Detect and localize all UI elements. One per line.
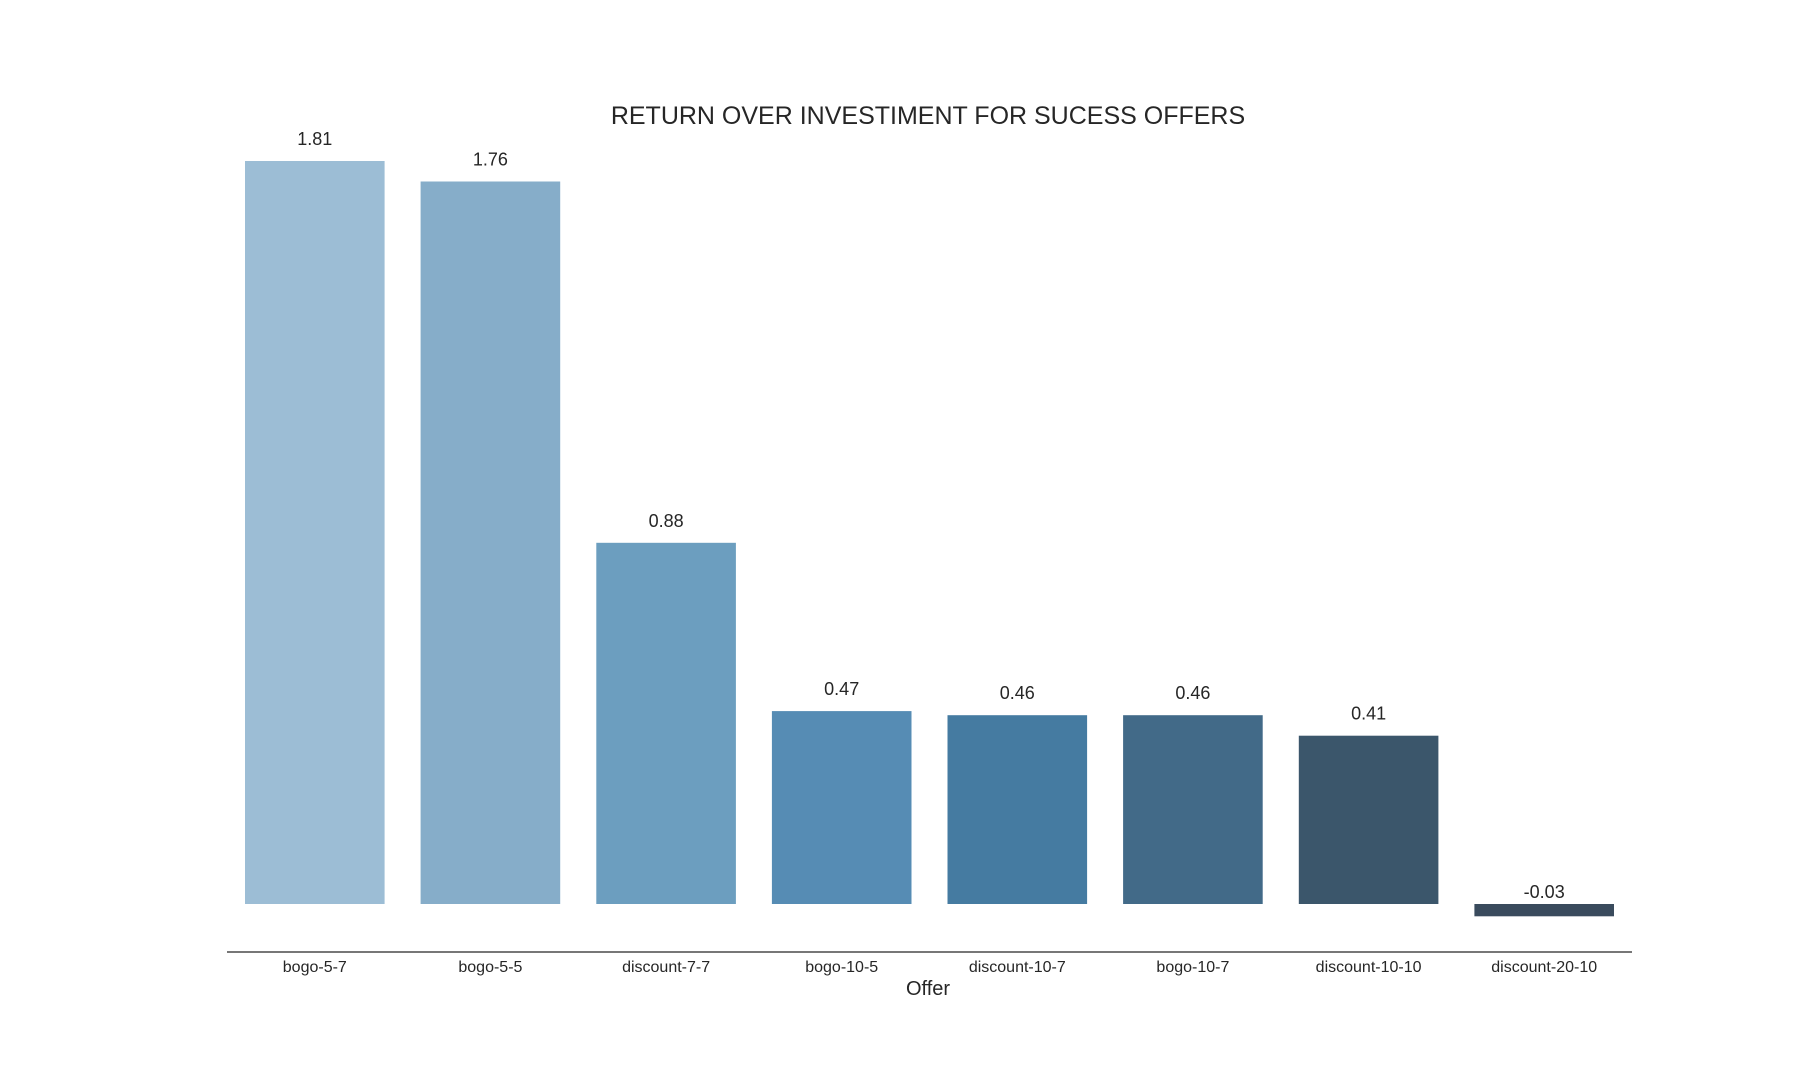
data-labels: 1.81 1.76 0.88 0.47 0.46 0.46 0.41 -0.03: [297, 129, 1564, 902]
x-tick-label: bogo-10-7: [1156, 959, 1229, 976]
data-label: 0.46: [1000, 683, 1035, 703]
chart-title: RETURN OVER INVESTIMENT FOR SUCESS OFFER…: [611, 102, 1245, 130]
x-tick-label: bogo-10-5: [805, 959, 878, 976]
x-tick-label: bogo-5-7: [283, 959, 347, 976]
data-label: 0.47: [824, 679, 859, 699]
bar-bogo-10-5: [771, 711, 912, 904]
x-axis-label: Offer: [906, 978, 950, 1000]
bar-discount-10-10: [1298, 735, 1439, 904]
data-label: 1.76: [473, 150, 508, 170]
bar-bogo-5-5: [420, 181, 561, 904]
x-tick-label: discount-10-7: [969, 959, 1066, 976]
x-tick-label: discount-7-7: [622, 959, 710, 976]
bar-bogo-5-7: [245, 161, 385, 904]
data-label: 1.81: [297, 129, 332, 149]
x-tick-labels: bogo-5-7 bogo-5-5 discount-7-7 bogo-10-5 dis…: [283, 959, 1597, 976]
bars-group: [245, 161, 1614, 917]
data-label: -0.03: [1524, 882, 1565, 902]
bar-bogo-10-7: [1123, 715, 1263, 904]
data-label: 0.88: [649, 511, 684, 531]
bar-discount-20-10: [1474, 904, 1614, 917]
x-tick-label: discount-10-10: [1316, 959, 1422, 976]
x-tick-label: discount-20-10: [1491, 959, 1597, 976]
data-label: 0.46: [1175, 683, 1210, 703]
bar-discount-10-7: [947, 715, 1088, 904]
data-label: 0.41: [1351, 704, 1386, 724]
bar-discount-7-7: [596, 542, 736, 904]
x-tick-label: bogo-5-5: [458, 959, 522, 976]
